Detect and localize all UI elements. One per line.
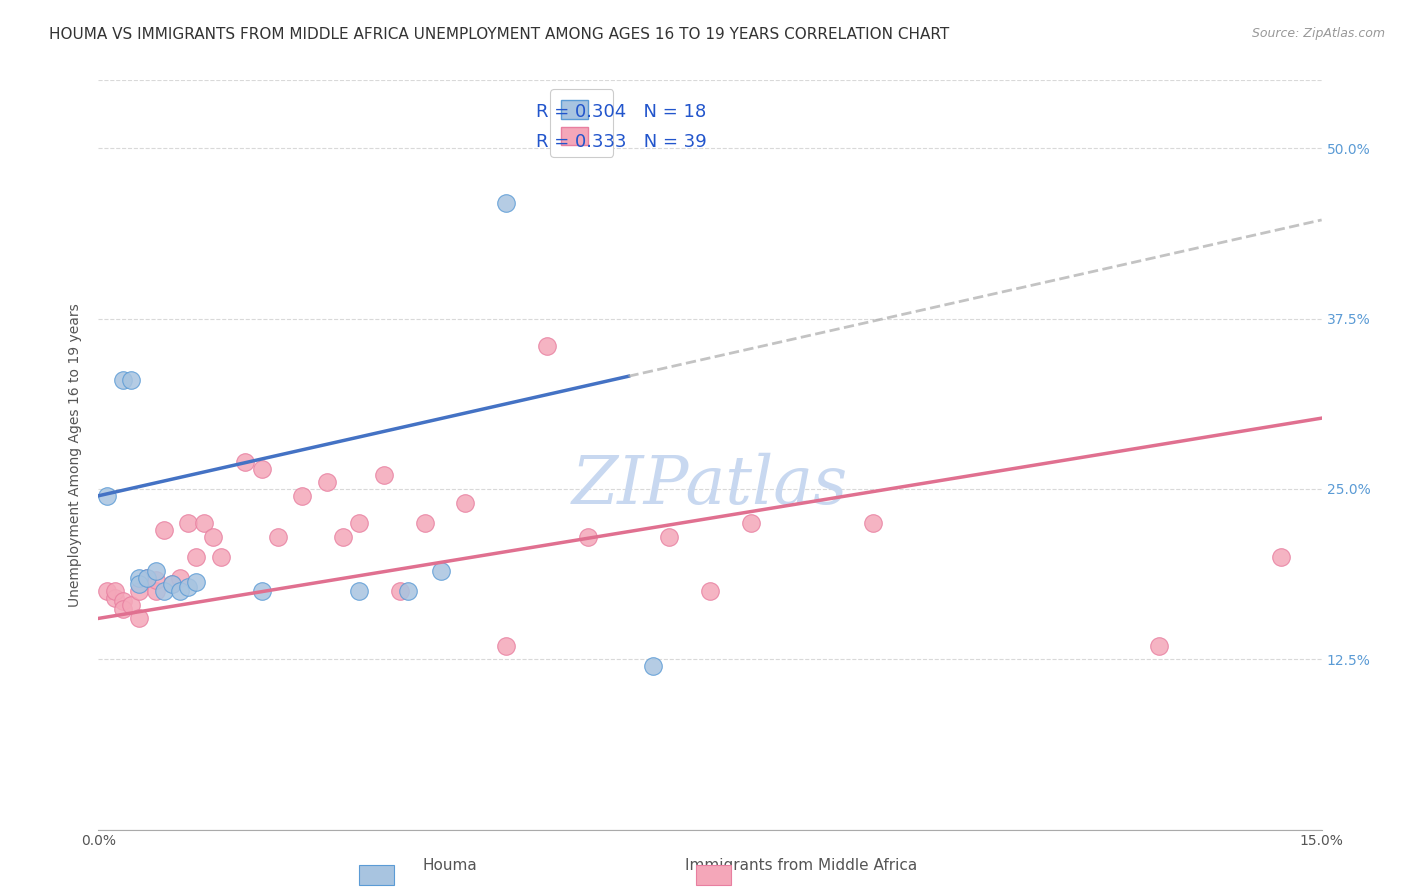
Point (128, 611, 150, 625)
Point (413, 516, 436, 530)
Text: Immigrants from Middle Africa: Immigrants from Middle Africa (685, 858, 918, 872)
Point (250, 584, 273, 599)
Text: HOUMA VS IMMIGRANTS FROM MIDDLE AFRICA UNEMPLOYMENT AMONG AGES 16 TO 19 YEARS CO: HOUMA VS IMMIGRANTS FROM MIDDLE AFRICA U… (49, 27, 949, 42)
Point (186, 550, 208, 565)
Point (291, 489, 314, 503)
Point (233, 455, 256, 469)
Text: Source: ZipAtlas.com: Source: ZipAtlas.com (1251, 27, 1385, 40)
Point (111, 373, 134, 387)
Point (740, 516, 762, 530)
Point (389, 584, 412, 599)
Point (349, 584, 371, 599)
Point (96, 489, 118, 503)
Point (699, 584, 721, 599)
Point (250, 461, 273, 475)
Point (160, 577, 183, 591)
Point (169, 570, 191, 584)
Y-axis label: Unemployment Among Ages 16 to 19 years: Unemployment Among Ages 16 to 19 years (69, 303, 83, 607)
Legend: , : , (550, 89, 613, 157)
Point (349, 516, 371, 530)
Point (177, 516, 200, 530)
Point (145, 564, 167, 578)
Text: R = 0.333   N = 39: R = 0.333 N = 39 (536, 133, 707, 151)
Point (396, 584, 419, 599)
Point (160, 577, 183, 591)
Point (495, 639, 517, 653)
Point (111, 593, 134, 607)
Text: R = 0.304   N = 18: R = 0.304 N = 18 (536, 103, 707, 120)
Point (495, 195, 517, 210)
Point (267, 530, 290, 544)
Point (373, 468, 395, 483)
Point (1147, 639, 1170, 653)
Point (104, 591, 127, 605)
Point (193, 516, 215, 530)
Point (136, 570, 159, 584)
Point (209, 550, 232, 565)
Point (332, 530, 354, 544)
Point (136, 570, 159, 584)
Point (145, 574, 167, 588)
Point (430, 564, 453, 578)
Point (536, 339, 558, 353)
Point (177, 580, 200, 594)
Point (315, 475, 337, 490)
Point (104, 584, 127, 599)
Text: Houma: Houma (423, 858, 477, 872)
Point (120, 373, 142, 387)
Point (96, 584, 118, 599)
Point (152, 523, 174, 537)
Point (576, 530, 599, 544)
Point (111, 602, 134, 616)
Point (145, 584, 167, 599)
Point (862, 516, 884, 530)
Point (658, 530, 681, 544)
Point (152, 584, 174, 599)
Text: ZIPatlas: ZIPatlas (572, 452, 848, 517)
Point (120, 598, 142, 612)
Point (128, 584, 150, 599)
Point (128, 577, 150, 591)
Point (169, 584, 191, 599)
Point (128, 570, 150, 584)
Point (186, 574, 208, 589)
Point (454, 495, 477, 509)
Point (1270, 550, 1292, 565)
Point (201, 530, 224, 544)
Point (641, 659, 664, 673)
